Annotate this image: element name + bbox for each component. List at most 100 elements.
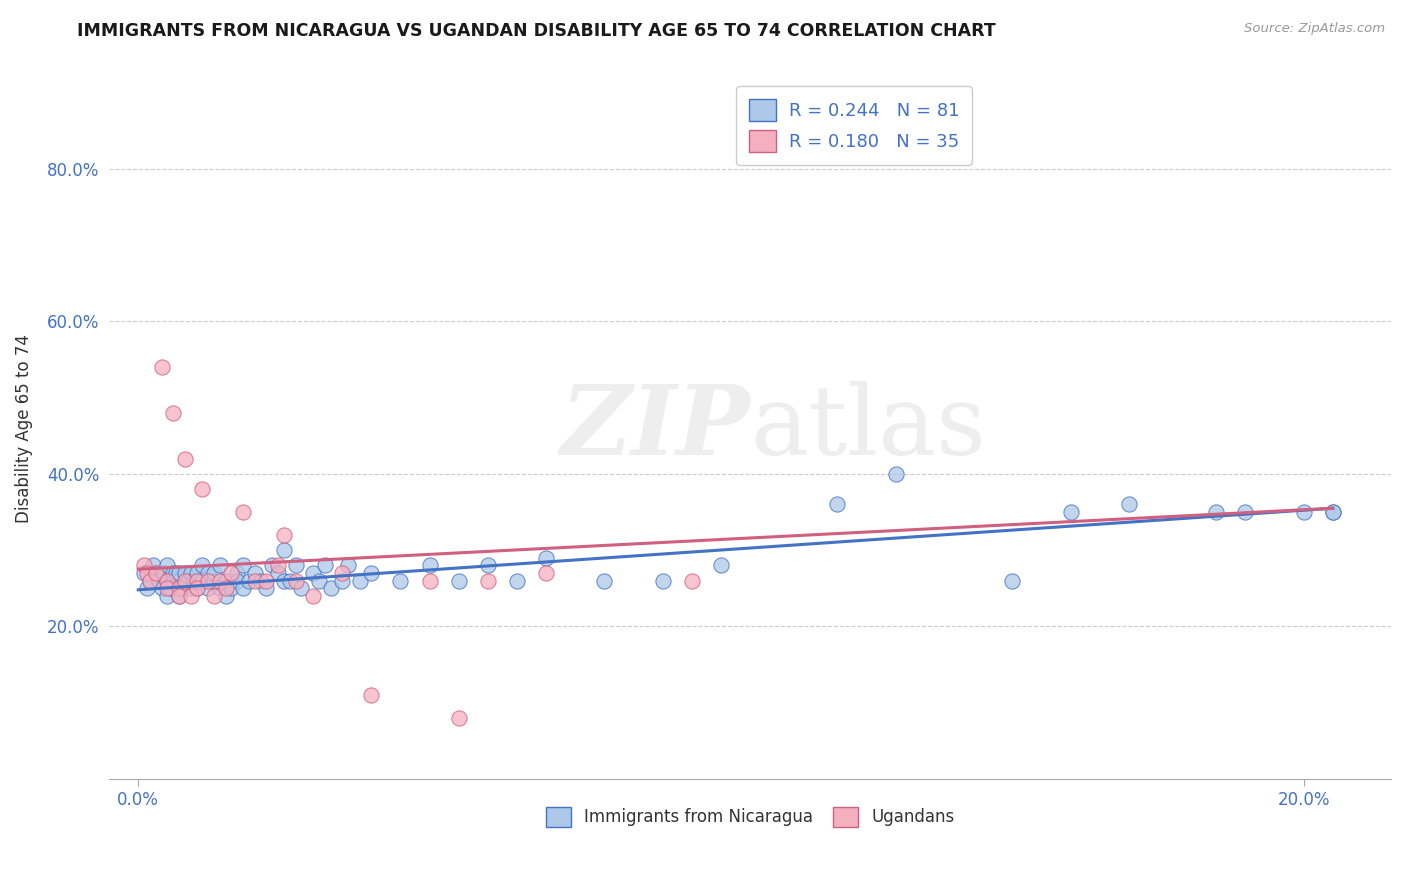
Point <box>186 574 208 588</box>
Point <box>208 582 231 596</box>
Point <box>191 482 214 496</box>
Point <box>330 574 353 588</box>
Text: ZIP: ZIP <box>561 381 749 475</box>
Point <box>156 574 179 588</box>
Point <box>232 505 254 519</box>
Point <box>162 574 184 588</box>
Point <box>273 528 295 542</box>
Text: atlas: atlas <box>749 381 986 475</box>
Point <box>167 574 190 588</box>
Point <box>180 582 202 596</box>
Point <box>197 582 219 596</box>
Point <box>221 582 243 596</box>
Point <box>214 582 236 596</box>
Point <box>150 582 173 596</box>
Point <box>1205 505 1227 519</box>
Point <box>226 574 249 588</box>
Point <box>139 574 162 588</box>
Point <box>186 582 208 596</box>
Point <box>156 582 179 596</box>
Point <box>254 574 277 588</box>
Point <box>167 589 190 603</box>
Point <box>214 574 236 588</box>
Point <box>136 566 159 580</box>
Point <box>167 589 190 603</box>
Point <box>208 558 231 573</box>
Point <box>267 558 290 573</box>
Point <box>349 574 371 588</box>
Point <box>165 566 187 580</box>
Point <box>226 566 249 580</box>
Point <box>153 566 176 580</box>
Point <box>132 566 155 580</box>
Text: Source: ZipAtlas.com: Source: ZipAtlas.com <box>1244 22 1385 36</box>
Point <box>1001 574 1024 588</box>
Point <box>142 558 165 573</box>
Point <box>173 574 195 588</box>
Point <box>534 566 557 580</box>
Point <box>177 574 200 588</box>
Point <box>139 574 162 588</box>
Point <box>477 574 499 588</box>
Point <box>1118 498 1140 512</box>
Point <box>477 558 499 573</box>
Point <box>254 582 277 596</box>
Point <box>267 566 290 580</box>
Point <box>337 558 360 573</box>
Point <box>314 558 336 573</box>
Point <box>156 558 179 573</box>
Point <box>419 574 441 588</box>
Point <box>302 566 325 580</box>
Point <box>593 574 616 588</box>
Point <box>284 558 307 573</box>
Point <box>360 566 382 580</box>
Point <box>173 574 195 588</box>
Point <box>159 582 181 596</box>
Point <box>180 566 202 580</box>
Point <box>221 566 243 580</box>
Point <box>827 498 849 512</box>
Point <box>884 467 907 481</box>
Point <box>273 543 295 558</box>
Point <box>360 688 382 702</box>
Point <box>202 566 225 580</box>
Point <box>1292 505 1315 519</box>
Point <box>284 574 307 588</box>
Point <box>262 558 284 573</box>
Point <box>145 566 167 580</box>
Point <box>243 574 266 588</box>
Point <box>278 574 301 588</box>
Point <box>534 550 557 565</box>
Point <box>180 589 202 603</box>
Point <box>319 582 342 596</box>
Point <box>243 566 266 580</box>
Point <box>197 574 219 588</box>
Point <box>202 574 225 588</box>
Point <box>156 589 179 603</box>
Point <box>232 582 254 596</box>
Point <box>183 574 205 588</box>
Point <box>290 582 312 596</box>
Point <box>156 574 179 588</box>
Point <box>162 406 184 420</box>
Point <box>148 574 170 588</box>
Point <box>132 558 155 573</box>
Point <box>173 566 195 580</box>
Point <box>191 558 214 573</box>
Point <box>173 451 195 466</box>
Point <box>419 558 441 573</box>
Point <box>186 574 208 588</box>
Point <box>681 574 703 588</box>
Point <box>162 566 184 580</box>
Point <box>389 574 412 588</box>
Point <box>308 574 330 588</box>
Point <box>208 574 231 588</box>
Point <box>238 574 260 588</box>
Point <box>145 566 167 580</box>
Point <box>302 589 325 603</box>
Point <box>167 582 190 596</box>
Point <box>651 574 673 588</box>
Point <box>136 582 159 596</box>
Point <box>232 558 254 573</box>
Point <box>186 566 208 580</box>
